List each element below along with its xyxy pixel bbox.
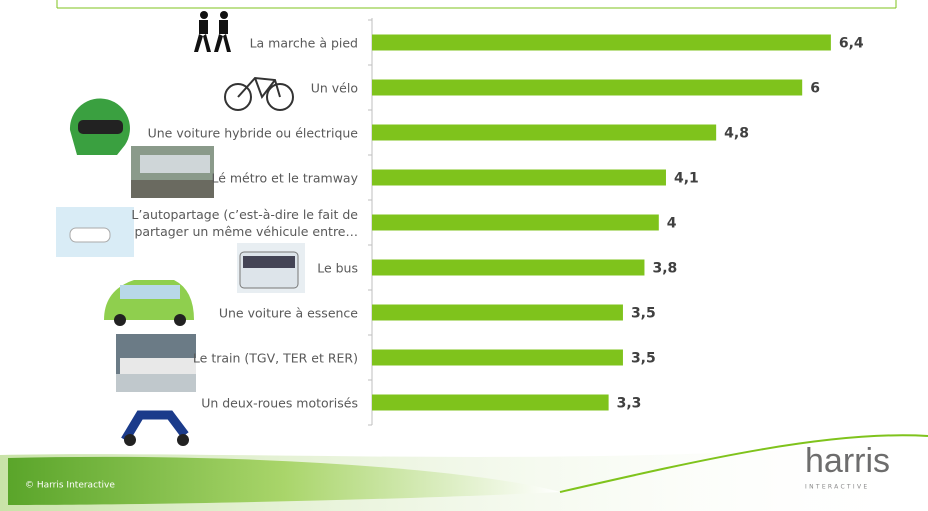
bar: [372, 125, 716, 141]
top-frame: [57, 0, 896, 8]
bar: [372, 350, 623, 366]
value-label: 3,8: [652, 261, 677, 277]
bar: [372, 260, 644, 276]
category-label: La marche à pied: [128, 34, 358, 51]
value-label: 3,5: [631, 351, 656, 367]
bar: [372, 305, 623, 321]
value-label: 6: [810, 81, 820, 97]
value-label: 3,5: [631, 306, 656, 322]
bar: [372, 80, 802, 96]
logo: harris: [805, 442, 890, 480]
value-label: 3,3: [617, 396, 642, 412]
category-label: Le train (TGV, TER et RER): [128, 349, 358, 366]
logo-sub: INTERACTIVE: [805, 484, 869, 491]
page: {"chart_data": {"type": "bar", "orientat…: [0, 0, 928, 511]
category-label: Lé métro et le tramway: [128, 169, 358, 186]
category-label: Une voiture à essence: [128, 304, 358, 321]
bar: [372, 35, 831, 51]
copyright: © Harris Interactive: [25, 481, 115, 491]
category-label: L’autopartage (c’est-à-dire le fait de p…: [128, 206, 358, 240]
value-label: 4,1: [674, 171, 699, 187]
bar: [372, 395, 609, 411]
category-label: Une voiture hybride ou électrique: [128, 124, 358, 141]
chart: © Harris Interactive harris INTERACTIVE …: [0, 0, 928, 511]
category-label: Un deux-roues motorisés: [128, 394, 358, 411]
category-label: Un vélo: [128, 79, 358, 96]
bar: [372, 170, 666, 186]
category-label: Le bus: [128, 259, 358, 276]
value-label: 6,4: [839, 36, 864, 52]
value-label: 4,8: [724, 126, 749, 142]
bar: [372, 215, 659, 231]
value-label: 4: [667, 216, 677, 232]
